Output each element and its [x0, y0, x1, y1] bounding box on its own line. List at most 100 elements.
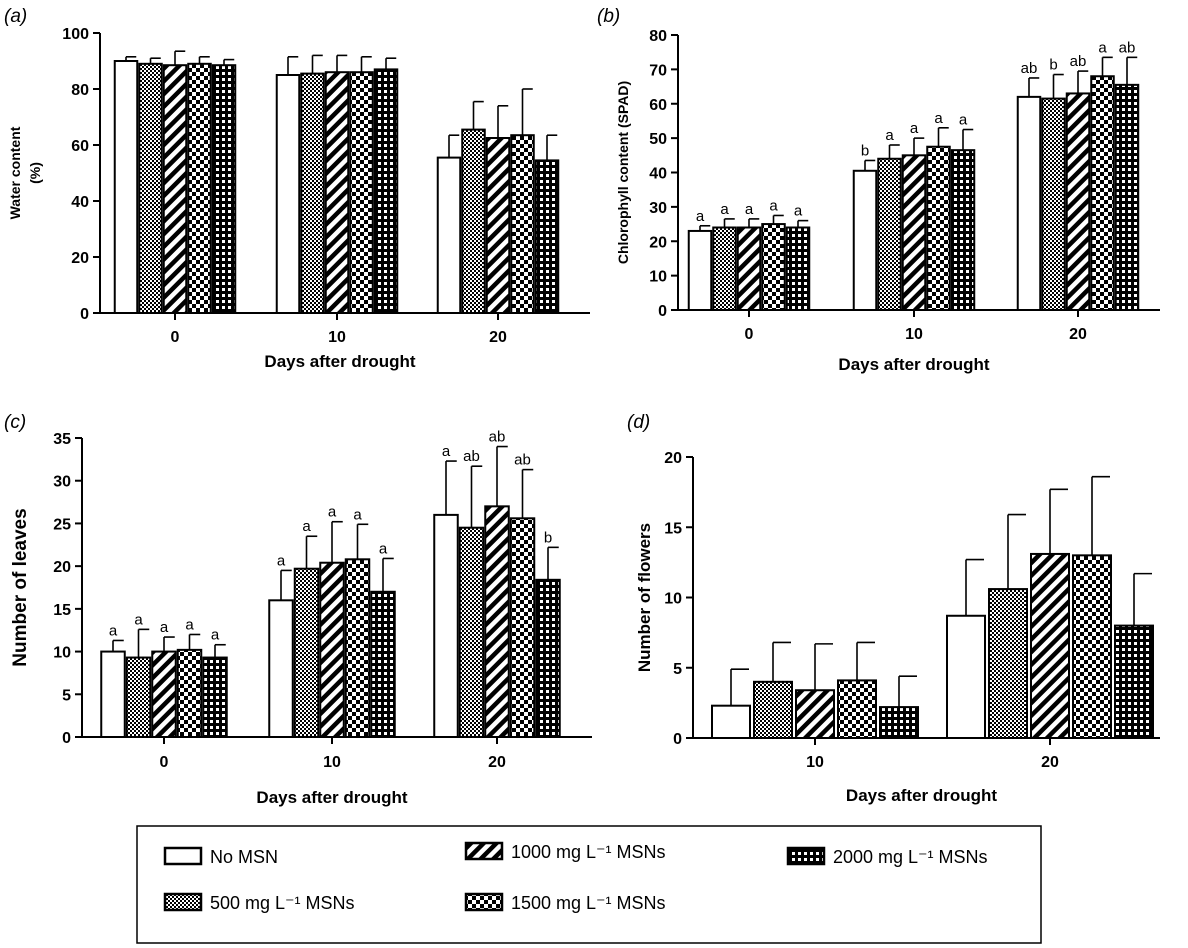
- significance-label: a: [185, 616, 194, 633]
- legend-label: 1000 mg L⁻¹ MSNs: [511, 842, 666, 862]
- bar: [534, 159, 560, 314]
- bar: [877, 157, 902, 311]
- bar: [1065, 92, 1091, 311]
- y-tick-label: 35: [53, 431, 71, 448]
- y-tick-label: 60: [71, 138, 89, 155]
- bar: [275, 74, 301, 314]
- bar: [1030, 552, 1070, 739]
- panel-label-c: (c): [4, 412, 26, 433]
- x-axis-label: Days after drought: [838, 355, 989, 374]
- significance-label: a: [934, 110, 943, 127]
- y-axis-label: Number of leaves: [10, 508, 31, 666]
- bar: [1016, 95, 1042, 311]
- bar: [458, 526, 485, 739]
- x-tick-label: 20: [1041, 754, 1059, 771]
- bar: [436, 156, 462, 314]
- significance-label: b: [544, 529, 552, 546]
- x-tick-label: 20: [488, 754, 506, 771]
- x-tick-label: 0: [160, 754, 169, 771]
- bar: [433, 513, 459, 739]
- bar: [484, 505, 510, 739]
- significance-label: a: [211, 627, 220, 644]
- significance-label: a: [959, 112, 968, 129]
- bar: [510, 134, 535, 314]
- legend-label: 2000 mg L⁻¹ MSNs: [833, 847, 988, 867]
- y-tick-label: 15: [53, 602, 71, 619]
- bar: [461, 128, 486, 314]
- y-tick-label: 50: [649, 131, 667, 148]
- x-tick-label: 0: [745, 326, 754, 343]
- bar: [211, 64, 237, 314]
- significance-label: ab: [1070, 53, 1087, 70]
- bar: [1072, 554, 1112, 739]
- significance-label: a: [160, 619, 169, 636]
- x-tick-label: 10: [806, 754, 824, 771]
- bar: [509, 517, 536, 738]
- x-axis-label: Days after drought: [846, 786, 997, 805]
- panel-label-d: (d): [627, 412, 650, 433]
- y-tick-label: 5: [62, 687, 71, 704]
- legend-frame: [136, 825, 1042, 944]
- bar: [837, 679, 877, 740]
- panel-label-a: (a): [4, 6, 27, 27]
- significance-label: ab: [1021, 60, 1038, 77]
- significance-label: a: [379, 540, 388, 557]
- significance-label: a: [794, 203, 803, 220]
- legend-swatch: [786, 846, 826, 866]
- bar: [202, 656, 228, 739]
- significance-label: a: [277, 552, 286, 569]
- significance-label: a: [745, 201, 754, 218]
- bar: [946, 614, 986, 740]
- y-tick-label: 70: [649, 62, 667, 79]
- y-tick-label: 0: [80, 306, 89, 323]
- y-tick-label: 20: [664, 450, 682, 467]
- bar: [761, 223, 786, 311]
- y-tick-label: 20: [649, 234, 667, 251]
- significance-label: ab: [463, 448, 480, 465]
- bar: [373, 68, 399, 315]
- panel-b: (b) ababaabaaabaaaaaab010203040506070800…: [597, 6, 1160, 374]
- bar: [319, 561, 345, 738]
- significance-label: b: [861, 142, 869, 159]
- significance-label: a: [328, 504, 337, 521]
- legend-label: 1500 mg L⁻¹ MSNs: [511, 893, 666, 913]
- y-tick-label: 80: [649, 28, 667, 45]
- y-tick-label: 10: [649, 269, 667, 286]
- y-tick-label: 25: [53, 516, 71, 533]
- significance-label: b: [1049, 57, 1057, 74]
- y-tick-label: 60: [649, 97, 667, 114]
- significance-label: a: [109, 622, 118, 639]
- y-tick-label: 30: [649, 200, 667, 217]
- bar: [711, 704, 751, 739]
- x-tick-label: 20: [489, 329, 507, 346]
- bar: [712, 226, 737, 311]
- bar: [1114, 83, 1140, 311]
- bar: [879, 706, 919, 740]
- legend-swatch: [464, 892, 504, 912]
- bar: [852, 169, 878, 311]
- bar: [293, 567, 320, 738]
- y-tick-label: 40: [71, 194, 89, 211]
- x-tick-label: 10: [905, 326, 923, 343]
- x-tick-label: 10: [328, 329, 346, 346]
- bar: [151, 650, 177, 738]
- y-tick-label: 10: [664, 591, 682, 608]
- y-axis-label: Chlorophyll content (SPAD): [615, 81, 631, 264]
- bar: [138, 62, 163, 314]
- bar: [1090, 75, 1115, 311]
- x-tick-label: 0: [171, 329, 180, 346]
- bar: [187, 62, 212, 314]
- y-tick-label: 30: [53, 474, 71, 491]
- significance-label: ab: [514, 452, 531, 469]
- legend: No MSN 500 mg L⁻¹ MSNs 1000 mg L⁻¹ MSNs 150…: [136, 825, 1042, 944]
- bar: [988, 588, 1028, 739]
- panel-d: (d) 0 5 10 15 20 10 20 Days after drought Number…: [627, 412, 1160, 805]
- y-tick-label: 5: [673, 661, 682, 678]
- bar: [795, 689, 835, 739]
- y-tick-label: 20: [53, 559, 71, 576]
- bar: [1041, 97, 1066, 311]
- x-tick-label: 20: [1069, 326, 1087, 343]
- legend-swatch: [163, 846, 203, 866]
